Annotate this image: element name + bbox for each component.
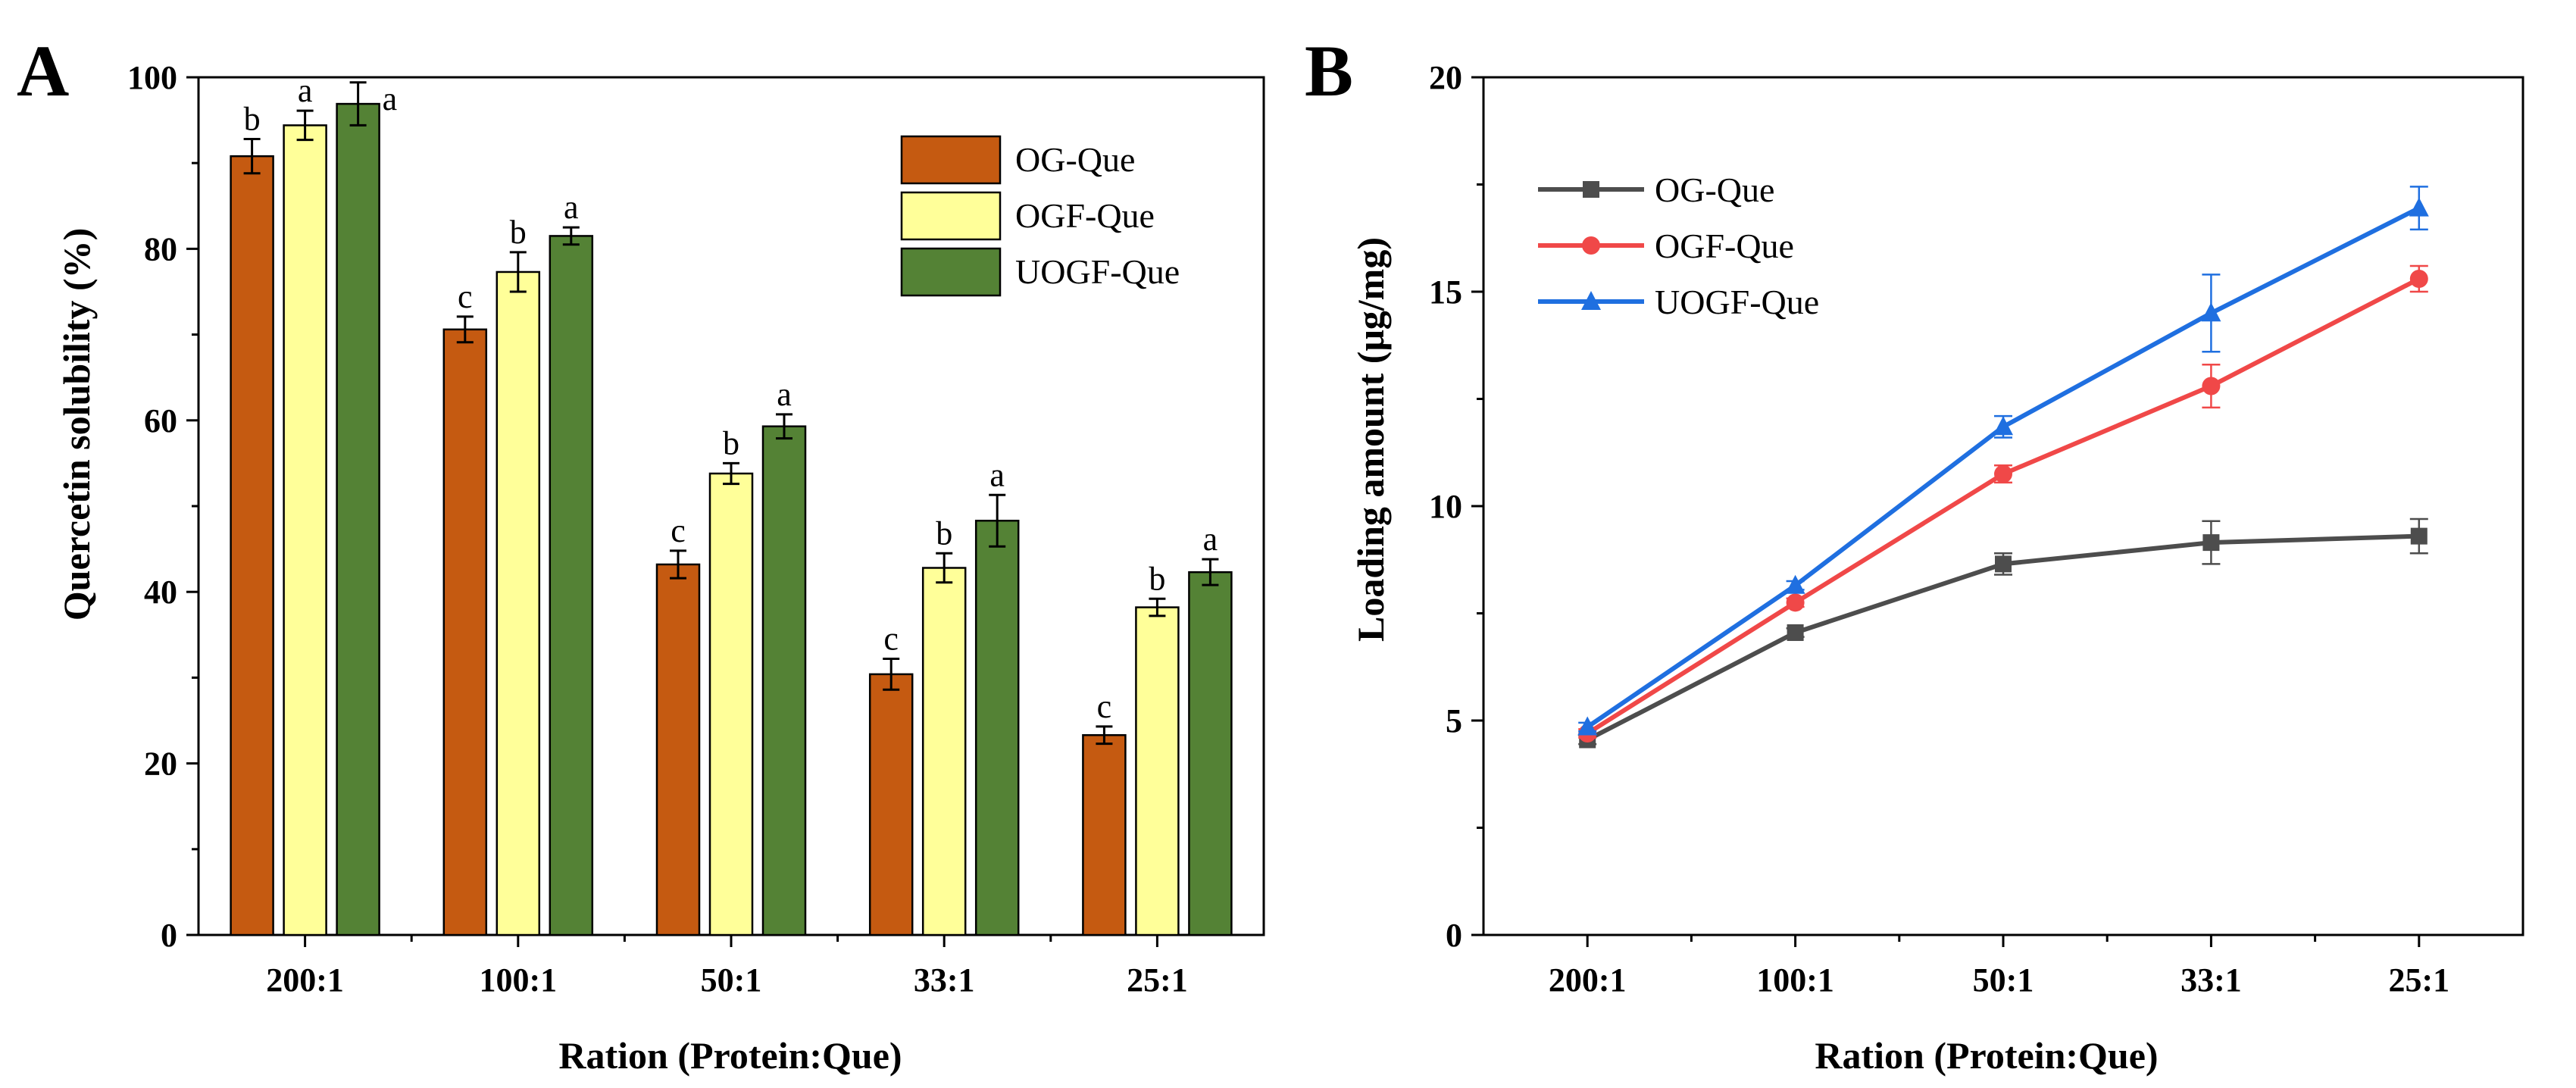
panel-a-y-tick-label: 0 [161, 917, 177, 954]
bar-ogf-que-100:1 [496, 270, 541, 936]
data-point-uogf-que-200:1 [1577, 716, 1598, 736]
significance-letter: a [298, 72, 313, 109]
legend-marker-ogf-que [1582, 236, 1600, 255]
significance-letter: c [458, 278, 473, 315]
data-point-ogf-que-33:1 [2202, 377, 2221, 395]
panel-a-y-tick-label: 80 [144, 230, 177, 267]
panel-b-plot-area: 0 5 10 15 20 200:1 100:1 50:1 33:1 25:1 [1429, 59, 2524, 999]
data-point-og-que-33:1 [2202, 534, 2220, 552]
panel-b-line-chart: B Loading amount (μg/mg) Ration (Protein… [1305, 30, 2524, 1077]
panel-b-legend: OG-Que OGF-Que UOGF-Que [1538, 170, 1819, 321]
legend-swatch-uogf-que [900, 247, 1002, 297]
panel-a-x-tick-label: 25:1 [1127, 961, 1188, 999]
panel-b-x-tick-label: 25:1 [2388, 961, 2449, 999]
data-point-uogf-que-100:1 [1785, 574, 1805, 594]
data-point-ogf-que-25:1 [2409, 270, 2428, 289]
significance-letter: b [936, 514, 952, 552]
panel-b-y-tick-label: 15 [1429, 274, 1462, 311]
panel-a-legend: OG-Que OGF-Que UOGF-Que [900, 135, 1180, 297]
panel-a-y-tick-label: 40 [144, 574, 177, 611]
significance-letter: a [1203, 521, 1218, 558]
legend-label-ogf-que: OGF-Que [1655, 227, 1794, 265]
panel-a-y-tick-label: 60 [144, 402, 177, 439]
significance-letter: a [989, 456, 1005, 493]
bar-og-que-200:1 [230, 155, 274, 936]
significance-letter: b [244, 101, 261, 138]
panel-a-x-tick-label: 100:1 [479, 961, 557, 999]
legend-label-ogf-que: OGF-Que [1015, 196, 1155, 235]
bar-uogf-que-50:1 [761, 425, 807, 936]
legend-label-uogf-que: UOGF-Que [1655, 283, 1819, 321]
bar-ogf-que-200:1 [283, 124, 327, 936]
bar-og-que-100:1 [442, 328, 488, 936]
significance-letter: c [671, 512, 686, 549]
panel-b-y-tick-label: 0 [1446, 917, 1462, 954]
legend-swatch-ogf-que [900, 191, 1002, 241]
panel-a-x-axis-title: Ration (Protein:Que) [558, 1034, 902, 1077]
data-point-uogf-que-33:1 [2201, 302, 2221, 322]
significance-letter: b [723, 424, 739, 461]
bar-uogf-que-100:1 [549, 235, 594, 936]
panel-b-x-tick-label: 33:1 [2181, 961, 2242, 999]
bar-uogf-que-200:1 [336, 102, 380, 936]
significance-letter: b [510, 214, 527, 251]
significance-letter: c [883, 620, 899, 657]
data-point-og-que-100:1 [1787, 624, 1804, 641]
panel-a-y-axis-title: Quercetin solubility (%) [55, 228, 98, 621]
bar-ogf-que-50:1 [708, 472, 754, 936]
bar-og-que-50:1 [655, 563, 701, 936]
panel-a-y-tick-label: 100 [127, 59, 177, 96]
significance-letter: a [564, 189, 579, 226]
panel-b-x-tick-label: 50:1 [1973, 961, 2034, 999]
panel-a-x-tick-label: 33:1 [914, 961, 975, 999]
panel-a-label: A [17, 30, 69, 111]
panel-b-y-tick-label: 20 [1429, 59, 1462, 96]
bar-uogf-que-25:1 [1188, 571, 1233, 936]
bar-ogf-que-33:1 [921, 567, 967, 936]
panel-b-y-axis-title: Loading amount (μg/mg) [1349, 237, 1392, 642]
data-point-ogf-que-50:1 [1994, 464, 2012, 483]
bar-ogf-que-25:1 [1135, 606, 1180, 936]
significance-letter: b [1149, 560, 1165, 597]
legend-marker-uogf-que [1581, 291, 1601, 310]
panel-a-y-tick-label: 20 [144, 746, 177, 783]
legend-label-uogf-que: UOGF-Que [1015, 252, 1180, 291]
data-point-uogf-que-25:1 [2409, 197, 2429, 217]
bar-og-que-33:1 [868, 673, 914, 936]
legend-label-og-que: OG-Que [1015, 140, 1135, 179]
data-point-og-que-25:1 [2410, 527, 2428, 545]
legend-label-og-que: OG-Que [1655, 170, 1774, 209]
panel-b-x-tick-label: 200:1 [1549, 961, 1627, 999]
panel-b-y-tick-label: 10 [1429, 488, 1462, 525]
bar-og-que-25:1 [1082, 733, 1127, 936]
significance-letter: a [383, 80, 398, 117]
significance-letter: c [1097, 688, 1112, 725]
data-point-og-que-50:1 [1995, 555, 2012, 573]
panel-b-x-axis-title: Ration (Protein:Que) [1815, 1034, 2158, 1077]
data-point-uogf-que-50:1 [1993, 416, 2013, 436]
panel-b-x-tick-label: 100:1 [1756, 961, 1834, 999]
panel-a-x-tick-label: 50:1 [701, 961, 762, 999]
data-point-ogf-que-100:1 [1786, 593, 1805, 612]
panel-b-y-tick-label: 5 [1446, 702, 1462, 739]
significance-letter: a [777, 376, 792, 413]
legend-marker-og-que [1583, 181, 1599, 198]
legend-swatch-og-que [900, 135, 1002, 185]
bar-uogf-que-33:1 [974, 519, 1020, 936]
panel-a-x-tick-label: 200:1 [266, 961, 344, 999]
panel-a-bar-chart: A Quercetin solubility (%) Ration (Prote… [17, 30, 1265, 1077]
panel-b-label: B [1305, 30, 1353, 111]
